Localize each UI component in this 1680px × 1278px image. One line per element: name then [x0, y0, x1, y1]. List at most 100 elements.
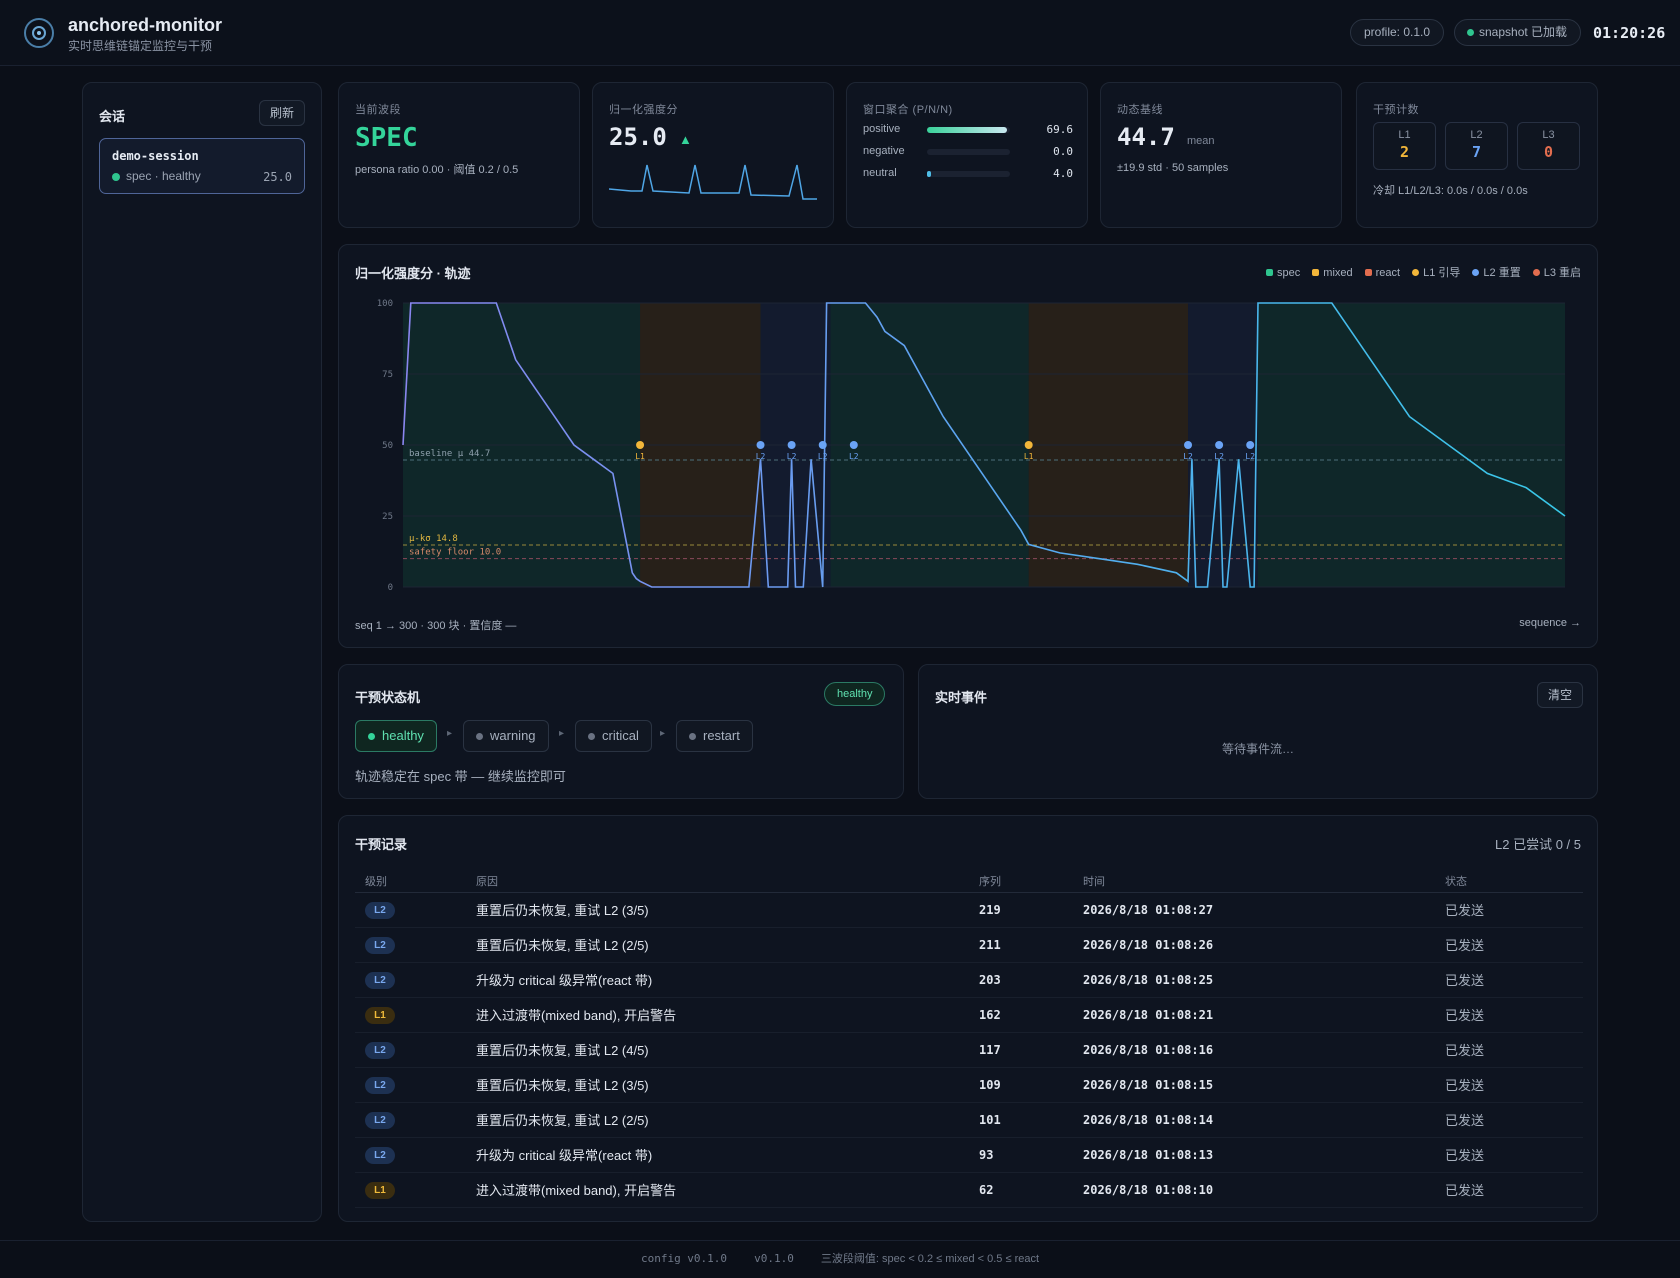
- state-warning[interactable]: warning: [463, 720, 549, 752]
- legend-label: spec: [1277, 267, 1301, 279]
- y-tick-label: 75: [382, 370, 393, 380]
- window-row-name: neutral: [863, 167, 897, 179]
- state-critical[interactable]: critical: [575, 720, 652, 752]
- window-row-name: positive: [863, 123, 901, 135]
- log-panel: 干预记录 L2 已尝试 0 / 5 级别 原因 序列 时间 状态 L2 重置后仍未…: [338, 815, 1598, 1222]
- legend-swatch-icon: [1312, 269, 1320, 276]
- events-panel: 实时事件 清空 等待事件流…: [918, 664, 1598, 799]
- level-cell: L1: [355, 997, 476, 1033]
- cooldown-text: 冷却 L1/L2/L3: 0.0s / 0.0s / 0.0s: [1373, 185, 1528, 197]
- level-badge: L1: [365, 1181, 395, 1199]
- marker-L2: [787, 441, 796, 449]
- level-badge: L2: [365, 971, 395, 989]
- status-cell: 已发送: [1445, 927, 1583, 963]
- window-row-value: 69.6: [1046, 123, 1074, 136]
- trajectory-panel: 归一化强度分 · 轨迹 spec mixed react L1 引导 L2 重置 L3 重…: [338, 244, 1598, 648]
- legend-item: react: [1364, 267, 1400, 279]
- score-card: 归一化强度分 25.0 ▲: [592, 82, 834, 228]
- snapshot-label: snapshot 已加载: [1479, 25, 1568, 39]
- col-level: 级别: [355, 870, 476, 893]
- baseline-card: 动态基线 44.7 mean ±19.9 std · 50 samples: [1100, 82, 1342, 228]
- state-dot-icon: [476, 733, 483, 740]
- legend-label: L3 重启: [1543, 267, 1581, 279]
- window-row-value: 0.0: [1053, 145, 1073, 158]
- time-cell: 2026/8/18 01:08:26: [1083, 927, 1445, 963]
- status-cell: 已发送: [1445, 1172, 1583, 1208]
- state-badge: healthy: [824, 682, 886, 706]
- state-restart[interactable]: restart: [676, 720, 753, 752]
- level-cell: L2: [355, 1102, 476, 1138]
- reason-cell: 进入过渡带(mixed band), 开启警告: [476, 1172, 979, 1208]
- level-cell: L2: [355, 962, 476, 998]
- phase-card: 当前波段 SPEC persona ratio 0.00 · 阈值 0.2 / …: [338, 82, 580, 228]
- sidebar-title: 会话: [99, 109, 126, 124]
- window-row-positive: positive 69.6: [863, 123, 1073, 137]
- count-value: 2: [1399, 143, 1410, 161]
- chart-legend: spec mixed react L1 引导 L2 重置 L3 重启: [1254, 263, 1581, 281]
- marker-L2: [1184, 441, 1193, 449]
- events-title: 实时事件: [935, 690, 988, 705]
- window-card: 窗口聚合 (P/N/N) positive 69.6 negative 0.0 …: [846, 82, 1088, 228]
- marker-label: L1: [1024, 452, 1034, 461]
- counts-label: 干预计数: [1373, 104, 1419, 116]
- reason-cell: 升级为 critical 级异常(react 带): [476, 1137, 979, 1173]
- level-badge: L2: [365, 1076, 395, 1094]
- legend-item: L1 引导: [1412, 264, 1460, 280]
- col-reason: 原因: [476, 870, 979, 893]
- state-label: restart: [703, 728, 740, 743]
- trend-up-icon: ▲: [679, 132, 692, 147]
- status-cell: 已发送: [1445, 892, 1583, 928]
- marker-L2: [1246, 441, 1255, 449]
- footer-config: config v0.1.0: [640, 1252, 728, 1265]
- marker-label: L2: [818, 452, 828, 461]
- count-key: L1: [1398, 129, 1411, 141]
- refresh-button[interactable]: 刷新: [259, 100, 305, 126]
- window-label: 窗口聚合 (P/N/N): [863, 104, 953, 116]
- legend-swatch-icon: [1412, 269, 1420, 276]
- state-healthy[interactable]: healthy: [355, 720, 437, 752]
- table-row: L2 升级为 critical 级异常(react 带) 203 2026/8/18 …: [355, 962, 1583, 998]
- session-item[interactable]: demo-session spec · healthy 25.0: [99, 138, 305, 194]
- level-cell: L2: [355, 927, 476, 963]
- window-row-neutral: neutral 4.0: [863, 167, 1073, 181]
- score-label: 归一化强度分: [609, 104, 678, 116]
- phase-sub: persona ratio 0.00 · 阈值 0.2 / 0.5: [355, 164, 519, 176]
- clear-events-button[interactable]: 清空: [1537, 682, 1583, 708]
- state-dot-icon: [689, 733, 696, 740]
- table-row: L2 重置后仍未恢复, 重试 L2 (2/5) 211 2026/8/18 01:08…: [355, 927, 1583, 963]
- count-l1: L1 2: [1373, 122, 1436, 170]
- window-row-negative: negative 0.0: [863, 145, 1073, 159]
- table-row: L2 重置后仍未恢复, 重试 L2 (4/5) 117 2026/8/18 01:08…: [355, 1032, 1583, 1068]
- state-message: 轨迹稳定在 spec 带 — 继续监控即可: [355, 769, 566, 784]
- state-arrow-icon: ▸: [660, 728, 666, 739]
- marker-label: L2: [756, 452, 766, 461]
- baseline-value: 44.7: [1117, 123, 1175, 151]
- level-cell: L2: [355, 1032, 476, 1068]
- baseline-label: 动态基线: [1117, 104, 1163, 116]
- legend-item: L2 重置: [1472, 264, 1521, 280]
- table-row: L2 重置后仍未恢复, 重试 L2 (3/5) 109 2026/8/18 01:08…: [355, 1067, 1583, 1103]
- marker-L2: [1215, 441, 1224, 449]
- score-sparkline: [609, 164, 817, 200]
- status-cell: 已发送: [1445, 962, 1583, 998]
- marker-L2: [756, 441, 765, 449]
- session-score: 25.0: [263, 170, 292, 184]
- status-cell: 已发送: [1445, 1032, 1583, 1068]
- baseline-unit: mean: [1187, 135, 1215, 147]
- legend-label: mixed: [1323, 267, 1353, 279]
- table-row: L2 重置后仍未恢复, 重试 L2 (2/5) 101 2026/8/18 01:08…: [355, 1102, 1583, 1138]
- series-line: [402, 302, 1566, 588]
- legend-item: mixed: [1312, 267, 1353, 279]
- legend-swatch-icon: [1472, 269, 1480, 276]
- reference-label: safety floor 10.0: [409, 548, 501, 558]
- marker-L2: [818, 441, 827, 449]
- col-status: 状态: [1445, 870, 1583, 893]
- reason-cell: 进入过渡带(mixed band), 开启警告: [476, 997, 979, 1033]
- legend-swatch-icon: [1364, 269, 1372, 276]
- reason-cell: 重置后仍未恢复, 重试 L2 (2/5): [476, 927, 979, 963]
- time-cell: 2026/8/18 01:08:16: [1083, 1032, 1445, 1068]
- seq-cell: 117: [979, 1032, 1083, 1068]
- state-dot-icon: [368, 733, 375, 740]
- state-label: healthy: [382, 728, 424, 743]
- score-value: 25.0: [609, 123, 667, 151]
